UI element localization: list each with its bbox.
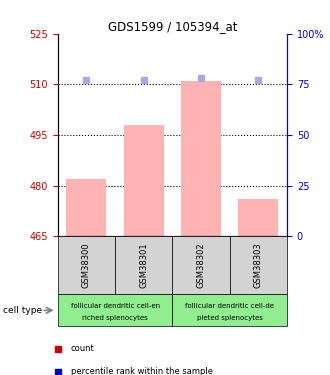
Bar — [66, 179, 107, 236]
Bar — [173, 236, 230, 294]
Text: GSM38302: GSM38302 — [197, 243, 206, 288]
Text: follicular dendritic cell-en: follicular dendritic cell-en — [71, 303, 160, 309]
Bar — [115, 236, 173, 294]
Text: GSM38303: GSM38303 — [254, 243, 263, 288]
Title: GDS1599 / 105394_at: GDS1599 / 105394_at — [108, 20, 237, 33]
Bar — [181, 81, 221, 236]
Text: percentile rank within the sample: percentile rank within the sample — [71, 368, 213, 375]
Bar — [58, 294, 173, 326]
Text: pleted splenocytes: pleted splenocytes — [197, 315, 263, 321]
Bar — [58, 236, 115, 294]
Text: cell type: cell type — [3, 306, 42, 315]
Bar — [173, 294, 287, 326]
Bar — [238, 199, 279, 236]
Text: count: count — [71, 344, 94, 353]
Text: GSM38301: GSM38301 — [139, 243, 148, 288]
Bar — [124, 125, 164, 236]
Text: riched splenocytes: riched splenocytes — [82, 315, 148, 321]
Text: follicular dendritic cell-de: follicular dendritic cell-de — [185, 303, 274, 309]
Bar — [230, 236, 287, 294]
Text: GSM38300: GSM38300 — [82, 243, 91, 288]
